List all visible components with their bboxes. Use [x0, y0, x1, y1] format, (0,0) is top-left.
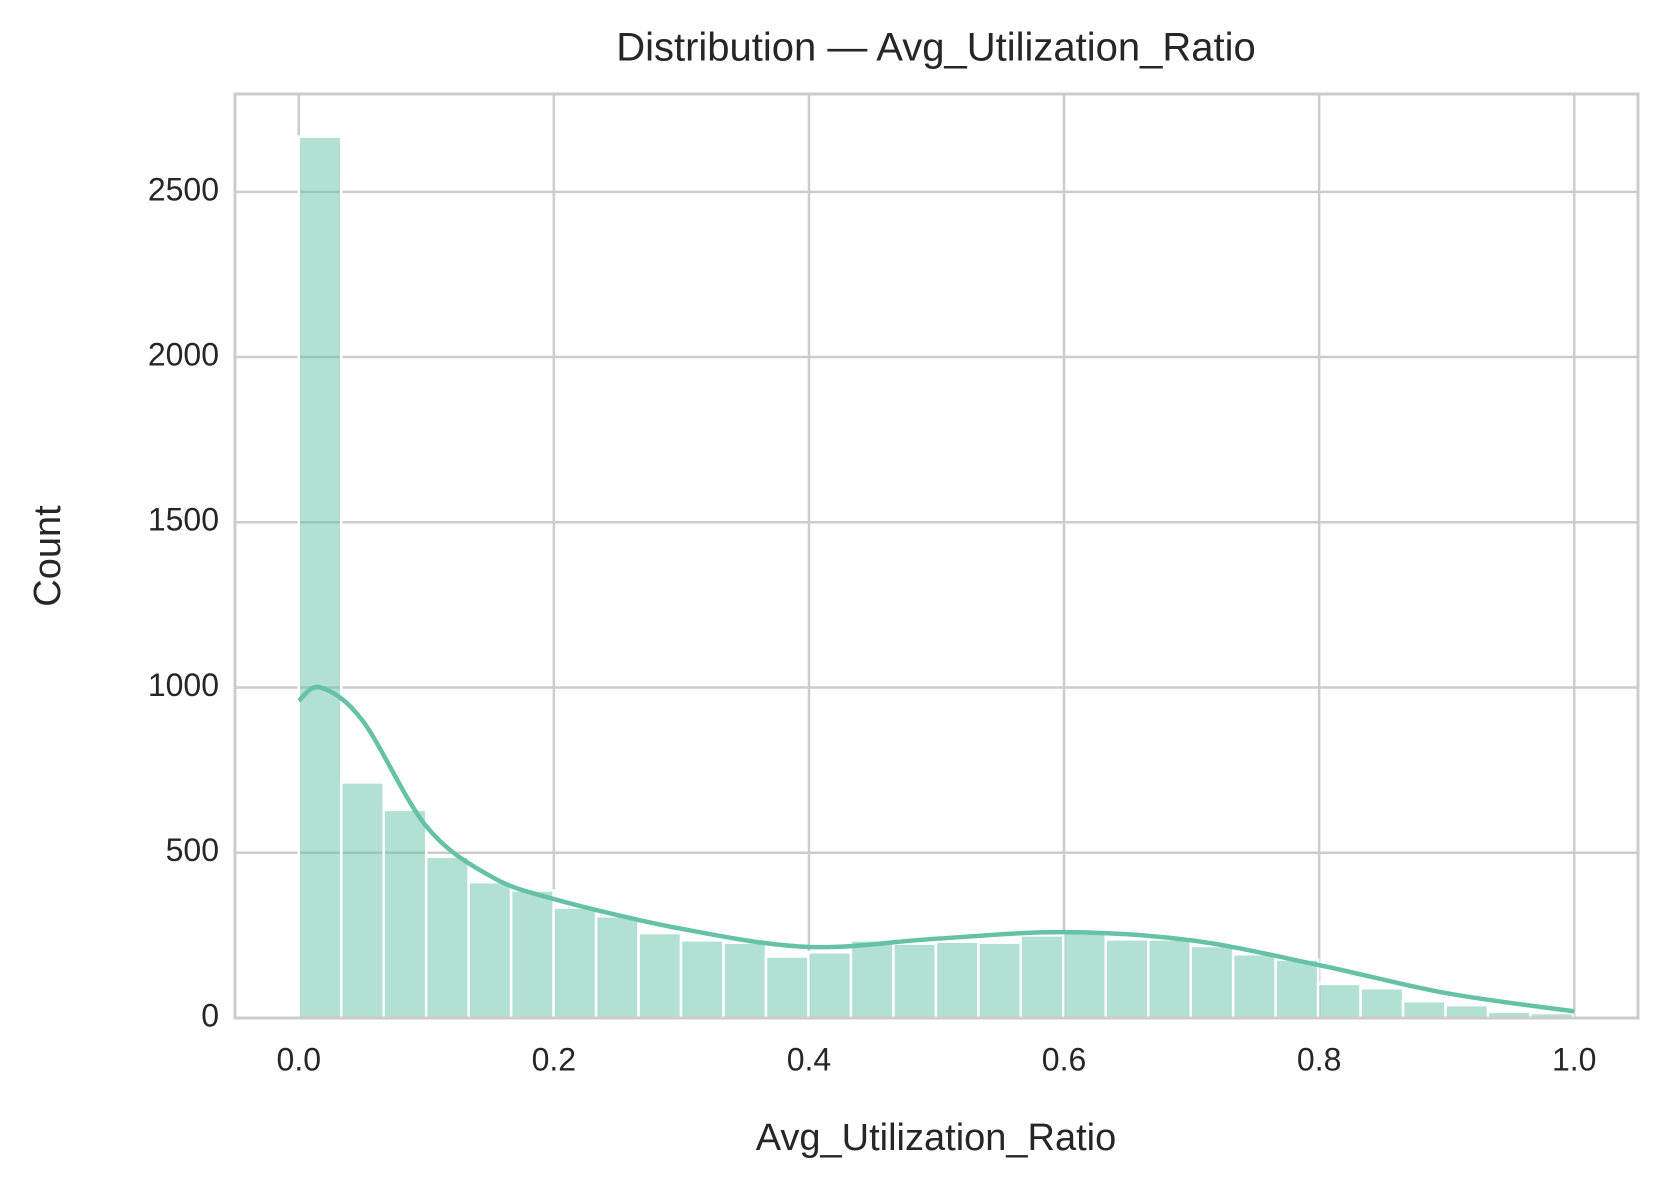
y-tick-label: 2500: [148, 171, 219, 207]
x-tick-label: 0.4: [787, 1041, 831, 1077]
bar: [1062, 931, 1108, 1020]
bar: [892, 942, 938, 1020]
bar: [934, 940, 980, 1020]
y-tick-label: 500: [166, 832, 219, 868]
bar: [297, 135, 343, 1020]
bar: [1231, 952, 1277, 1020]
x-tick-label: 0.2: [532, 1041, 576, 1077]
y-axis-label: Count: [27, 505, 69, 607]
bar: [339, 781, 385, 1020]
bar: [1274, 958, 1320, 1020]
bar: [637, 931, 683, 1020]
bar: [509, 889, 555, 1020]
bar: [1019, 934, 1065, 1020]
bar: [424, 855, 470, 1020]
x-tick-label: 0.0: [277, 1041, 321, 1077]
bar: [764, 955, 810, 1020]
bar: [849, 939, 895, 1020]
y-tick-label: 1000: [148, 667, 219, 703]
bar: [1359, 987, 1405, 1020]
y-tick-label: 2000: [148, 337, 219, 373]
bar: [679, 939, 725, 1020]
bar: [382, 808, 428, 1020]
bar: [807, 950, 853, 1020]
bar: [1316, 982, 1362, 1020]
kde-line: [297, 684, 1575, 1014]
bar: [1104, 938, 1150, 1020]
bar: [1444, 1003, 1490, 1020]
x-tick-label: 0.8: [1297, 1041, 1341, 1077]
chart-title: Distribution — Avg_Utilization_Ratio: [616, 26, 1256, 70]
x-tick-label: 1.0: [1552, 1041, 1596, 1077]
bar: [1189, 944, 1235, 1020]
bar: [594, 914, 640, 1020]
y-tick-label: 1500: [148, 502, 219, 538]
bar: [1146, 938, 1192, 1020]
bar: [552, 906, 598, 1020]
x-tick-label: 0.6: [1042, 1041, 1086, 1077]
bar: [467, 880, 513, 1020]
y-tick-label: 0: [201, 997, 219, 1033]
bar: [1401, 999, 1447, 1020]
plot-frame: [233, 92, 1640, 1020]
bar: [977, 941, 1023, 1020]
bar: [722, 941, 768, 1020]
x-axis-label: Avg_Utilization_Ratio: [756, 1117, 1117, 1159]
